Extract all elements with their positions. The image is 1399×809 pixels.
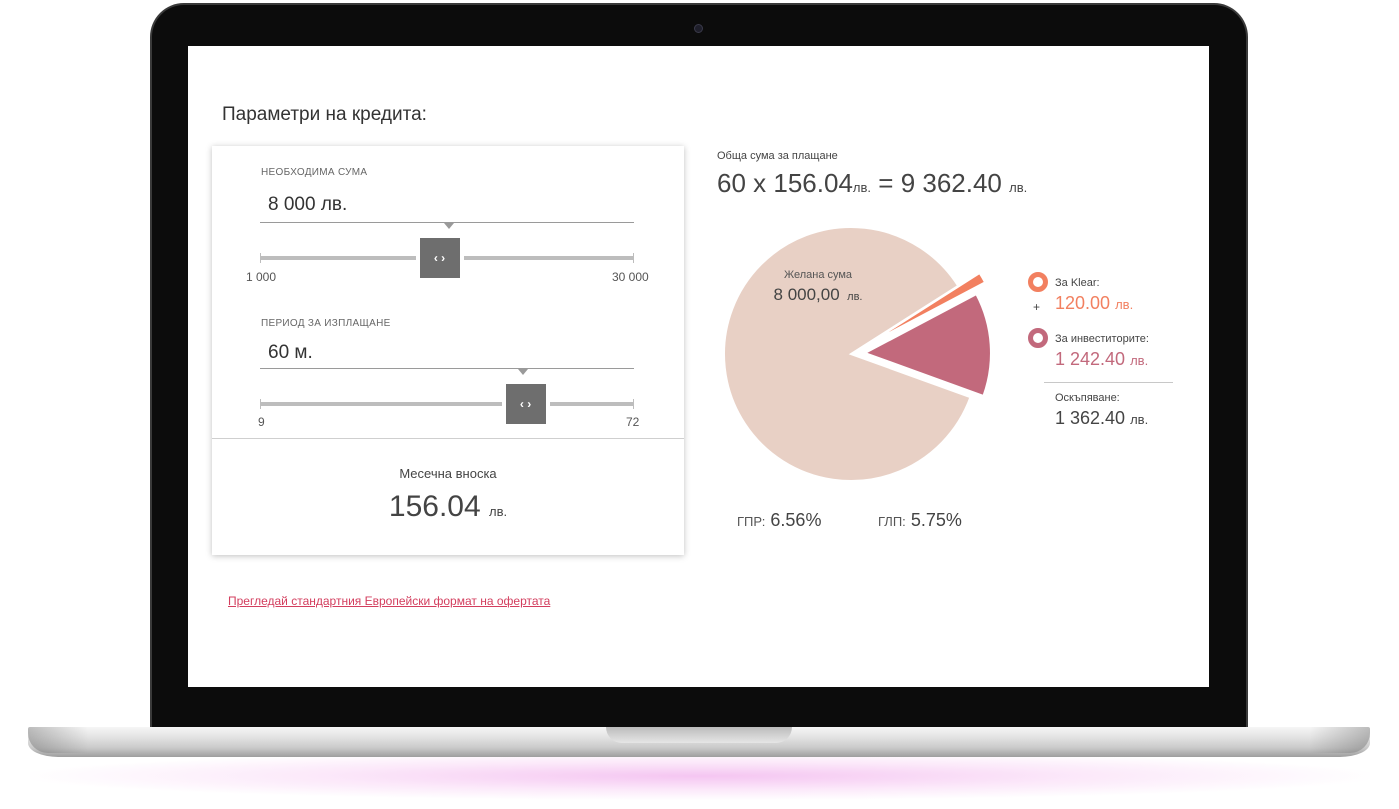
laptop-base-left-shade <box>28 727 88 753</box>
period-slider-track[interactable] <box>260 402 634 406</box>
amount-max-label: 30 000 <box>612 270 649 284</box>
klear-legend-label: За Klear: <box>1055 277 1100 289</box>
period-label: ПЕРИОД ЗА ИЗПЛАЩАНЕ <box>261 318 391 329</box>
laptop-glow <box>30 752 1370 800</box>
gpr-rate: ГПР: 6.56% <box>737 510 821 531</box>
pie-slice-desired-amount <box>723 226 972 482</box>
amount-caret-icon <box>444 223 454 229</box>
monthly-payment-label: Месечна вноска <box>399 466 497 481</box>
klear-amount: 120.00 <box>1055 293 1111 313</box>
monthly-payment-unit: лв. <box>489 504 508 519</box>
total-payment-unit: лв. <box>852 180 872 195</box>
european-format-offer-link[interactable]: Прегледай стандартния Европейски формат … <box>228 594 551 608</box>
cost-legend-label: Оскъпяване: <box>1055 392 1120 404</box>
total-sum-unit: лв. <box>1009 180 1028 195</box>
pie-main-unit: лв. <box>847 291 862 303</box>
period-max-label: 72 <box>626 415 640 429</box>
klear-legend-value: 120.00 лв. <box>1055 293 1133 314</box>
period-min-label: 9 <box>258 415 265 429</box>
period-caret-icon <box>518 369 528 375</box>
investors-amount: 1 242.40 <box>1055 349 1126 369</box>
amount-label: НЕОБХОДИМА СУМА <box>261 167 368 178</box>
total-months: 60 <box>717 168 746 198</box>
camera-icon <box>694 24 703 33</box>
chevron-left-right-icon: ‹ › <box>519 397 532 411</box>
monthly-payment-amount: 156.04 <box>388 490 481 523</box>
loan-pie-chart: Желана сума 8 000,00 лв. <box>723 226 992 482</box>
total-sum: 9 362.40 <box>900 168 1002 198</box>
total-formula: 60 x 156.04лв. = 9 362.40 лв. <box>717 168 1027 199</box>
investors-unit: лв. <box>1130 353 1149 368</box>
period-input[interactable]: 60 м. <box>268 342 313 363</box>
section-title: Параметри на кредита: <box>222 104 427 125</box>
investors-legend-icon <box>1028 328 1048 348</box>
pie-slice-investors <box>862 292 992 398</box>
total-label: Обща сума за плащане <box>717 150 838 162</box>
card-divider <box>212 438 684 439</box>
screen: Параметри на кредита: НЕОБХОДИМА СУМА 8 … <box>188 46 1209 687</box>
cost-unit: лв. <box>1130 412 1149 427</box>
loan-parameters-card: НЕОБХОДИМА СУМА 8 000 лв. ‹ › 1 000 30 0… <box>212 146 684 555</box>
glp-label: ГЛП: <box>878 514 906 529</box>
period-input-underline <box>260 368 634 369</box>
period-slider-handle[interactable]: ‹ › <box>501 380 550 428</box>
total-equals: = <box>878 168 894 198</box>
laptop-base-right-shade <box>1310 727 1370 753</box>
glp-value: 5.75% <box>910 510 962 530</box>
investors-legend-label: За инвеститорите: <box>1055 333 1149 345</box>
amount-track-end <box>633 253 634 263</box>
pie-main-label: Желана сума <box>784 269 853 281</box>
cost-legend-value: 1 362.40 лв. <box>1055 408 1148 429</box>
period-track-end <box>633 399 634 409</box>
legend-divider <box>1044 382 1173 383</box>
glp-rate: ГЛП: 5.75% <box>878 510 962 531</box>
total-times: x <box>753 168 767 198</box>
period-track-start <box>260 399 261 409</box>
laptop-notch <box>606 727 792 743</box>
amount-track-start <box>260 253 261 263</box>
klear-unit: лв. <box>1115 297 1134 312</box>
pie-slice-klear <box>866 271 987 346</box>
pie-main-amount: 8 000,00 <box>774 285 840 304</box>
gpr-label: ГПР: <box>737 514 766 529</box>
gpr-value: 6.56% <box>770 510 822 530</box>
plus-sign: + <box>1033 300 1041 314</box>
amount-min-label: 1 000 <box>246 270 277 284</box>
pie-main-value: 8 000,00 лв. <box>774 285 863 304</box>
cost-amount: 1 362.40 <box>1055 408 1126 428</box>
klear-legend-icon <box>1028 272 1048 292</box>
investors-legend-value: 1 242.40 лв. <box>1055 349 1148 370</box>
amount-slider-handle[interactable]: ‹ › <box>415 234 464 282</box>
monthly-payment-value: 156.04 лв. <box>212 490 684 524</box>
amount-input-underline <box>260 222 634 223</box>
total-payment: 156.04 <box>773 168 853 198</box>
chevron-left-right-icon: ‹ › <box>433 251 446 265</box>
amount-input[interactable]: 8 000 лв. <box>268 194 348 215</box>
